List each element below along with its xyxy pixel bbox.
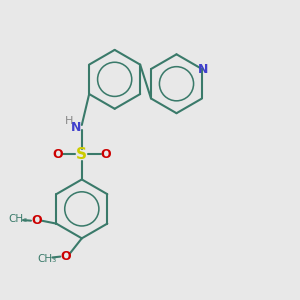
Text: O: O	[100, 148, 111, 161]
Text: O: O	[52, 148, 63, 161]
Text: S: S	[76, 147, 87, 162]
Text: CH₃: CH₃	[38, 254, 57, 264]
Text: O: O	[60, 250, 71, 263]
Text: N: N	[198, 62, 209, 76]
Text: O: O	[31, 214, 42, 227]
Text: CH₃: CH₃	[8, 214, 28, 224]
Text: N: N	[71, 121, 82, 134]
Text: H: H	[65, 116, 74, 126]
